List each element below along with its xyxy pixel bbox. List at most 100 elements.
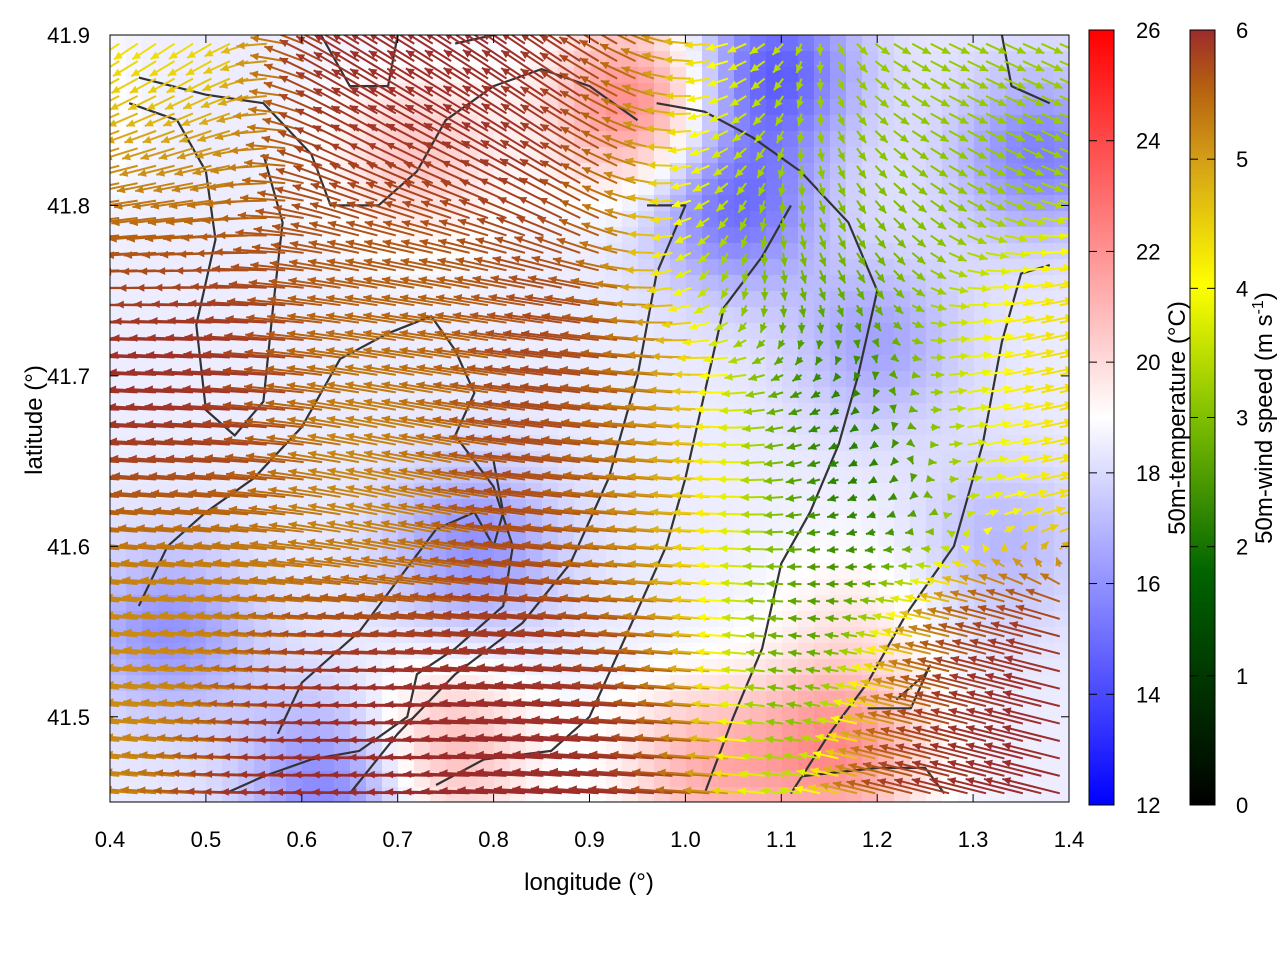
heatmap-cell: [206, 739, 223, 756]
heatmap-cell: [702, 403, 719, 420]
heatmap-cell: [398, 787, 415, 802]
heatmap-cell: [174, 531, 191, 548]
heatmap-cell: [478, 739, 495, 756]
heatmap-cell: [702, 451, 719, 468]
heatmap-cell: [734, 595, 751, 612]
heatmap-cell: [190, 35, 207, 52]
heatmap-cell: [174, 755, 191, 772]
heatmap-cell: [1038, 579, 1055, 596]
heatmap-cell: [686, 595, 703, 612]
heatmap-cell: [126, 755, 143, 772]
heatmap-cell: [286, 83, 303, 100]
heatmap-cell: [894, 387, 911, 404]
heatmap-cell: [878, 147, 895, 164]
heatmap-cell: [798, 307, 815, 324]
heatmap-cell: [142, 243, 159, 260]
heatmap-cell: [750, 531, 767, 548]
heatmap-cell: [766, 435, 783, 452]
heatmap-cell: [350, 723, 367, 740]
heatmap-cell: [222, 259, 239, 276]
heatmap-cell: [334, 243, 351, 260]
heatmap-cell: [190, 131, 207, 148]
heatmap-cell: [718, 179, 735, 196]
heatmap-cell: [638, 195, 655, 212]
heatmap-cell: [894, 483, 911, 500]
heatmap-cell: [238, 707, 255, 724]
heatmap-cell: [718, 595, 735, 612]
heatmap-cell: [814, 563, 831, 580]
heatmap-cell: [910, 35, 927, 52]
heatmap-cell: [782, 115, 799, 132]
heatmap-cell: [238, 99, 255, 116]
heatmap-cell: [750, 515, 767, 532]
heatmap-cell: [174, 51, 191, 68]
heatmap-cell: [254, 707, 271, 724]
heatmap-cell: [766, 355, 783, 372]
heatmap-cell: [318, 691, 335, 708]
heatmap-cell: [126, 339, 143, 356]
heatmap-cell: [702, 211, 719, 228]
heatmap-cell: [894, 163, 911, 180]
heatmap-cell: [302, 739, 319, 756]
heatmap-cell: [126, 35, 143, 52]
heatmap-cell: [222, 163, 239, 180]
heatmap-cell: [942, 403, 959, 420]
heatmap-cell: [1054, 611, 1069, 628]
heatmap-cell: [126, 323, 143, 340]
heatmap-cell: [814, 499, 831, 516]
heatmap-cell: [430, 83, 447, 100]
heatmap-cell: [142, 739, 159, 756]
heatmap-cell: [782, 67, 799, 84]
heatmap-cell: [190, 179, 207, 196]
heatmap-cell: [782, 675, 799, 692]
heatmap-cell: [222, 339, 239, 356]
heatmap-cell: [318, 787, 335, 802]
heatmap-cell: [1054, 643, 1069, 660]
heatmap-cell: [878, 419, 895, 436]
heatmap-cell: [1054, 723, 1069, 740]
heatmap-cell: [494, 99, 511, 116]
heatmap-cell: [350, 659, 367, 676]
heatmap-cell: [894, 515, 911, 532]
heatmap-cell: [318, 739, 335, 756]
heatmap-cell: [446, 35, 463, 52]
heatmap-cell: [718, 51, 735, 68]
heatmap-cell: [702, 467, 719, 484]
heatmap-cell: [190, 227, 207, 244]
heatmap-cell: [1006, 531, 1023, 548]
heatmap-cell: [174, 547, 191, 564]
heatmap-cell: [942, 387, 959, 404]
heatmap-cell: [702, 67, 719, 84]
heatmap-cell: [686, 371, 703, 388]
heatmap-cell: [750, 179, 767, 196]
heatmap-cell: [846, 99, 863, 116]
plot-area: [110, 35, 1069, 802]
heatmap-cell: [670, 115, 687, 132]
heatmap-cell: [254, 723, 271, 740]
heatmap-cell: [958, 403, 975, 420]
heatmap-cell: [446, 739, 463, 756]
heatmap-cell: [174, 243, 191, 260]
heatmap-cell: [238, 739, 255, 756]
heatmap-cell: [270, 787, 287, 802]
heatmap-cell: [1054, 595, 1069, 612]
heatmap-cell: [446, 723, 463, 740]
heatmap-cell: [622, 211, 639, 228]
heatmap-cell: [750, 723, 767, 740]
heatmap-cell: [302, 131, 319, 148]
heatmap-cell: [158, 739, 175, 756]
heatmap-cell: [942, 515, 959, 532]
heatmap-cell: [750, 435, 767, 452]
heatmap-cell: [654, 179, 671, 196]
heatmap-cell: [318, 707, 335, 724]
heatmap-cell: [862, 579, 879, 596]
heatmap-cell: [718, 227, 735, 244]
heatmap-cell: [158, 339, 175, 356]
heatmap-cell: [126, 547, 143, 564]
heatmap-cell: [718, 451, 735, 468]
heatmap-cell: [782, 339, 799, 356]
heatmap-cell: [238, 547, 255, 564]
heatmap-cell: [798, 387, 815, 404]
heatmap-cell: [1022, 275, 1039, 292]
